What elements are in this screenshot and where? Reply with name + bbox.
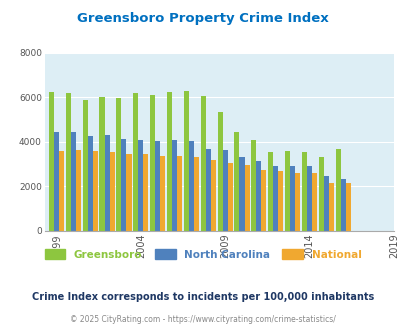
Bar xyxy=(87,136,92,231)
Bar xyxy=(244,165,249,231)
Bar xyxy=(294,173,299,231)
Bar xyxy=(340,179,345,231)
Bar xyxy=(92,151,98,231)
Bar xyxy=(311,173,316,231)
Bar xyxy=(210,160,215,231)
Bar xyxy=(76,150,81,231)
Bar xyxy=(277,171,283,231)
Bar xyxy=(66,93,70,231)
Bar xyxy=(166,92,172,231)
Bar xyxy=(306,166,311,231)
Legend: Greensboro, North Carolina, National: Greensboro, North Carolina, National xyxy=(40,245,365,264)
Bar xyxy=(323,177,328,231)
Text: © 2025 CityRating.com - https://www.cityrating.com/crime-statistics/: © 2025 CityRating.com - https://www.city… xyxy=(70,315,335,324)
Bar xyxy=(150,95,155,231)
Bar xyxy=(99,97,104,231)
Bar xyxy=(222,150,227,231)
Bar xyxy=(217,112,222,231)
Bar xyxy=(70,132,76,231)
Bar xyxy=(301,152,306,231)
Bar xyxy=(121,139,126,231)
Bar xyxy=(59,151,64,231)
Bar xyxy=(335,148,340,231)
Bar xyxy=(273,166,277,231)
Bar xyxy=(82,100,87,231)
Bar xyxy=(126,154,131,231)
Bar xyxy=(261,170,266,231)
Bar xyxy=(251,140,256,231)
Bar xyxy=(194,157,198,231)
Bar xyxy=(160,156,165,231)
Bar xyxy=(133,93,138,231)
Bar xyxy=(183,91,188,231)
Text: Greensboro Property Crime Index: Greensboro Property Crime Index xyxy=(77,12,328,24)
Bar xyxy=(109,152,114,231)
Bar xyxy=(200,96,205,231)
Bar xyxy=(318,157,323,231)
Bar xyxy=(104,135,109,231)
Bar xyxy=(256,161,261,231)
Bar xyxy=(143,154,148,231)
Bar xyxy=(138,140,143,231)
Bar xyxy=(205,148,210,231)
Bar xyxy=(172,140,177,231)
Bar xyxy=(289,166,294,231)
Bar xyxy=(116,98,121,231)
Bar xyxy=(188,141,194,231)
Bar xyxy=(227,163,232,231)
Bar xyxy=(239,157,244,231)
Bar xyxy=(234,132,239,231)
Bar xyxy=(267,152,273,231)
Bar xyxy=(177,156,182,231)
Bar xyxy=(345,183,350,231)
Bar xyxy=(54,132,59,231)
Bar xyxy=(155,141,160,231)
Bar xyxy=(284,151,289,231)
Bar xyxy=(328,183,333,231)
Text: Crime Index corresponds to incidents per 100,000 inhabitants: Crime Index corresponds to incidents per… xyxy=(32,292,373,302)
Bar xyxy=(49,92,54,231)
